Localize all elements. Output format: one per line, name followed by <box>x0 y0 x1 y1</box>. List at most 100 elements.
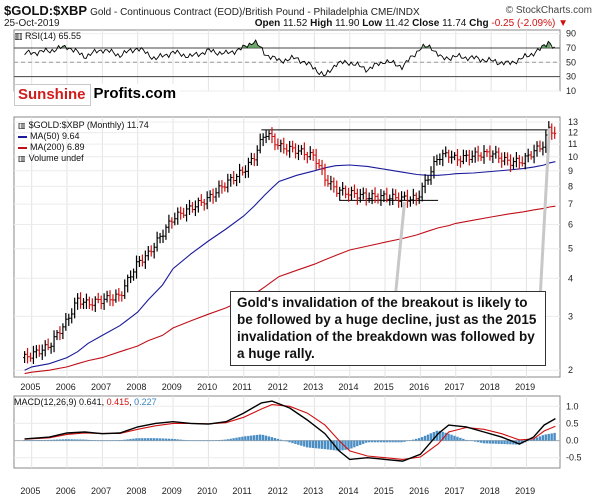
macd-hist-bar <box>382 440 385 443</box>
macd-hist-bar <box>329 440 332 450</box>
macd-hist-bar <box>79 439 82 441</box>
macd-hist-bar <box>547 433 550 441</box>
price-x-tick-label: 2014 <box>338 382 358 392</box>
price-tick-label: 12 <box>568 128 578 138</box>
macd-hist-bar <box>367 440 371 443</box>
macd-hist-bar <box>320 440 324 449</box>
macd-hist-bar <box>326 440 330 450</box>
macd-hist-bar <box>412 439 415 441</box>
macd-hist-bar <box>217 440 221 441</box>
price-tick-label: 11 <box>568 139 577 149</box>
macd-tick-label: 0.5 <box>566 418 579 428</box>
macd-hist-bar <box>85 439 88 441</box>
price-bars <box>23 121 557 365</box>
macd-x-tick-label: 2009 <box>162 486 182 496</box>
macd-x-tick-label: 2018 <box>480 486 500 496</box>
macd-hist-bar <box>456 436 459 441</box>
macd-hist-bar <box>211 440 215 442</box>
macd-x-tick-label: 2005 <box>20 486 40 496</box>
macd-hist-bar <box>420 437 424 441</box>
macd-hist-bar <box>200 440 203 442</box>
macd-hist-bar <box>400 440 403 443</box>
rsi-tick-label: 90 <box>566 29 576 39</box>
macd-x-tick-label: 2016 <box>409 486 429 496</box>
price-tick-label: 7 <box>568 199 573 209</box>
macd-hist-bar <box>473 440 477 442</box>
macd-hist-bar <box>194 440 197 442</box>
macd-hist-bar <box>141 438 144 441</box>
macd-hist-bar <box>149 438 153 441</box>
ma50-swatch <box>18 135 27 138</box>
macd-hist-bar <box>494 440 497 444</box>
macd-hist-bar <box>58 439 62 441</box>
macd-hist-bar <box>261 434 265 441</box>
macd-hist-bar <box>105 440 109 442</box>
macd-hist-bar <box>359 440 362 446</box>
macd-hist-bar <box>417 438 421 441</box>
macd-hist-bar <box>509 440 512 445</box>
macd-hist-bar <box>102 440 106 442</box>
macd-hist-bar <box>111 440 115 442</box>
price-tick-label: 13 <box>568 117 578 127</box>
macd-hist-bar <box>276 438 279 441</box>
price-legend: ▥ $GOLD:$XBP (Monthly) 11.74 MA(50) 9.64 … <box>18 120 149 164</box>
macd-hist-bar <box>173 439 176 441</box>
macd-hist-bar <box>32 440 35 441</box>
down-arrow-icon: ▼ <box>555 18 568 29</box>
macd-panel <box>13 395 561 469</box>
annotation-arrow-2019 <box>538 128 551 301</box>
macd-hist-bar <box>117 440 120 441</box>
macd-hist-bar <box>414 438 418 441</box>
volume-legend-icon: ▥ <box>18 154 26 163</box>
price-tick-label: 9 <box>568 166 573 176</box>
macd-hist-bar <box>108 440 112 442</box>
macd-hist-bar <box>255 434 259 441</box>
macd-hist-bar <box>450 434 453 441</box>
macd-x-tick-label: 2012 <box>268 486 288 496</box>
open-label: Open <box>254 18 281 29</box>
macd-hist-bar <box>462 438 465 441</box>
macd-hist-bar <box>188 440 191 441</box>
macd-hist-bar <box>323 440 327 450</box>
copyright-label: © StockCharts.com <box>505 5 592 16</box>
macd-hist-bar <box>35 440 38 441</box>
macd-hist-bar <box>191 440 194 442</box>
macd-hist-bar <box>253 435 256 441</box>
macd-hist-bar <box>123 439 126 441</box>
macd-hist-bar <box>55 439 59 441</box>
macd-tick-label: 0.0 <box>566 436 579 446</box>
macd-hist-bar <box>202 440 206 442</box>
macd-hist-bar <box>238 437 241 441</box>
macd-hist-bar <box>356 440 359 447</box>
macd-hist-bar <box>258 434 262 441</box>
chg-label: Chg <box>469 18 489 29</box>
macd-hist-bar <box>135 438 138 441</box>
macd-hist-bar <box>235 437 238 441</box>
macd-hist-bar <box>476 440 480 443</box>
macd-hist-bar <box>61 439 64 441</box>
macd-hist-bar <box>447 433 450 441</box>
macd-hist-bar <box>409 440 412 441</box>
macd-hist-bar <box>43 439 47 441</box>
macd-hist-bar <box>488 440 492 444</box>
macd-hist-bar <box>506 440 509 445</box>
legend-price: ▥ $GOLD:$XBP (Monthly) 11.74 <box>18 120 149 130</box>
price-tick-label: 5 <box>568 244 573 254</box>
macd-hist-bar <box>438 430 441 441</box>
macd-hist-bar <box>288 440 291 443</box>
macd-hist-bar <box>432 432 436 441</box>
macd-hist-bar <box>347 440 350 450</box>
macd-hist-bar <box>179 439 182 441</box>
macd-hist-bar <box>512 440 515 445</box>
macd-hist-bar <box>379 440 383 443</box>
macd-tick-label: -0.5 <box>566 453 582 463</box>
macd-hist-bar <box>335 440 338 451</box>
macd-hist-bar <box>465 439 468 441</box>
macd-hist-bar <box>297 440 300 445</box>
macd-hist-bar <box>82 439 85 441</box>
macd-hist-bar <box>470 440 474 442</box>
macd-hist-bar <box>26 440 29 441</box>
macd-hist-bar <box>482 440 486 444</box>
macd-hist-bar <box>467 440 471 441</box>
